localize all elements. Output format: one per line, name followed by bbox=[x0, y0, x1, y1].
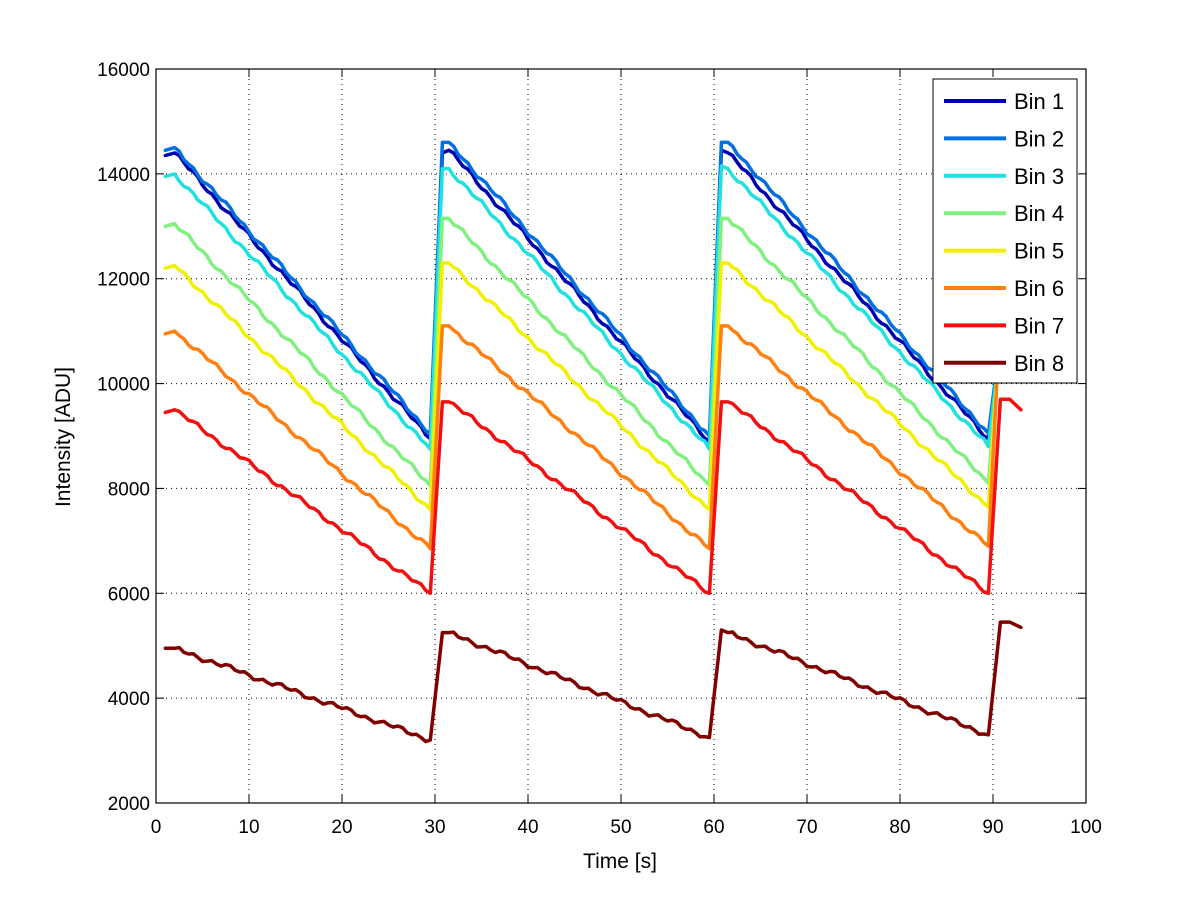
legend-label: Bin 5 bbox=[1014, 239, 1064, 264]
y-tick-label: 6000 bbox=[108, 584, 150, 605]
x-tick-label: 30 bbox=[424, 817, 445, 838]
y-tick-label: 14000 bbox=[97, 165, 150, 186]
x-tick-label: 50 bbox=[610, 817, 631, 838]
legend-label: Bin 8 bbox=[1014, 351, 1064, 376]
y-tick-label: 16000 bbox=[97, 60, 150, 81]
x-tick-label: 0 bbox=[151, 817, 162, 838]
legend-label: Bin 1 bbox=[1014, 89, 1064, 114]
series-line-bin-3 bbox=[163, 164, 1000, 451]
series-line-bin-7 bbox=[163, 397, 1023, 596]
series-line-bin-2 bbox=[163, 140, 1000, 438]
x-tick-label: 10 bbox=[238, 817, 259, 838]
grid bbox=[156, 69, 1086, 803]
y-tick-label: 12000 bbox=[97, 270, 150, 291]
y-axis-ticks: 2000 4000 6000 8000 10000 12000 14000 16000 bbox=[97, 60, 1086, 815]
legend-label: Bin 4 bbox=[1014, 201, 1064, 226]
y-axis-label: Intensity [ADU] bbox=[52, 367, 75, 507]
x-tick-label: 40 bbox=[517, 817, 538, 838]
series-line-bin-8 bbox=[163, 620, 1023, 744]
x-tick-label: 100 bbox=[1070, 817, 1102, 838]
x-tick-label: 80 bbox=[889, 817, 910, 838]
series-line-bin-5 bbox=[163, 261, 1000, 512]
y-tick-label: 10000 bbox=[97, 375, 150, 396]
legend-label: Bin 3 bbox=[1014, 164, 1064, 189]
x-axis-ticks: 0 10 20 30 40 50 60 70 80 90 100 bbox=[151, 69, 1102, 838]
series-line-bin-4 bbox=[163, 216, 1000, 488]
legend-label: Bin 2 bbox=[1014, 126, 1064, 151]
x-axis-label: Time [s] bbox=[583, 850, 657, 873]
legend-label: Bin 7 bbox=[1014, 313, 1064, 338]
x-tick-label: 90 bbox=[982, 817, 1003, 838]
legend-box bbox=[932, 78, 1078, 384]
x-tick-label: 70 bbox=[796, 817, 817, 838]
x-tick-label: 20 bbox=[331, 817, 352, 838]
series-group bbox=[163, 140, 1023, 744]
x-tick-label: 60 bbox=[703, 817, 724, 838]
legend-label: Bin 6 bbox=[1014, 276, 1064, 301]
series-line-bin-6 bbox=[163, 324, 1000, 551]
y-tick-label: 8000 bbox=[108, 479, 150, 500]
y-tick-label: 2000 bbox=[108, 794, 150, 815]
y-tick-label: 4000 bbox=[108, 689, 150, 710]
legend: Bin 1 Bin 2 Bin 3 Bin 4 Bin 5 Bin 6 Bin 7 Bin 8 bbox=[932, 78, 1078, 384]
